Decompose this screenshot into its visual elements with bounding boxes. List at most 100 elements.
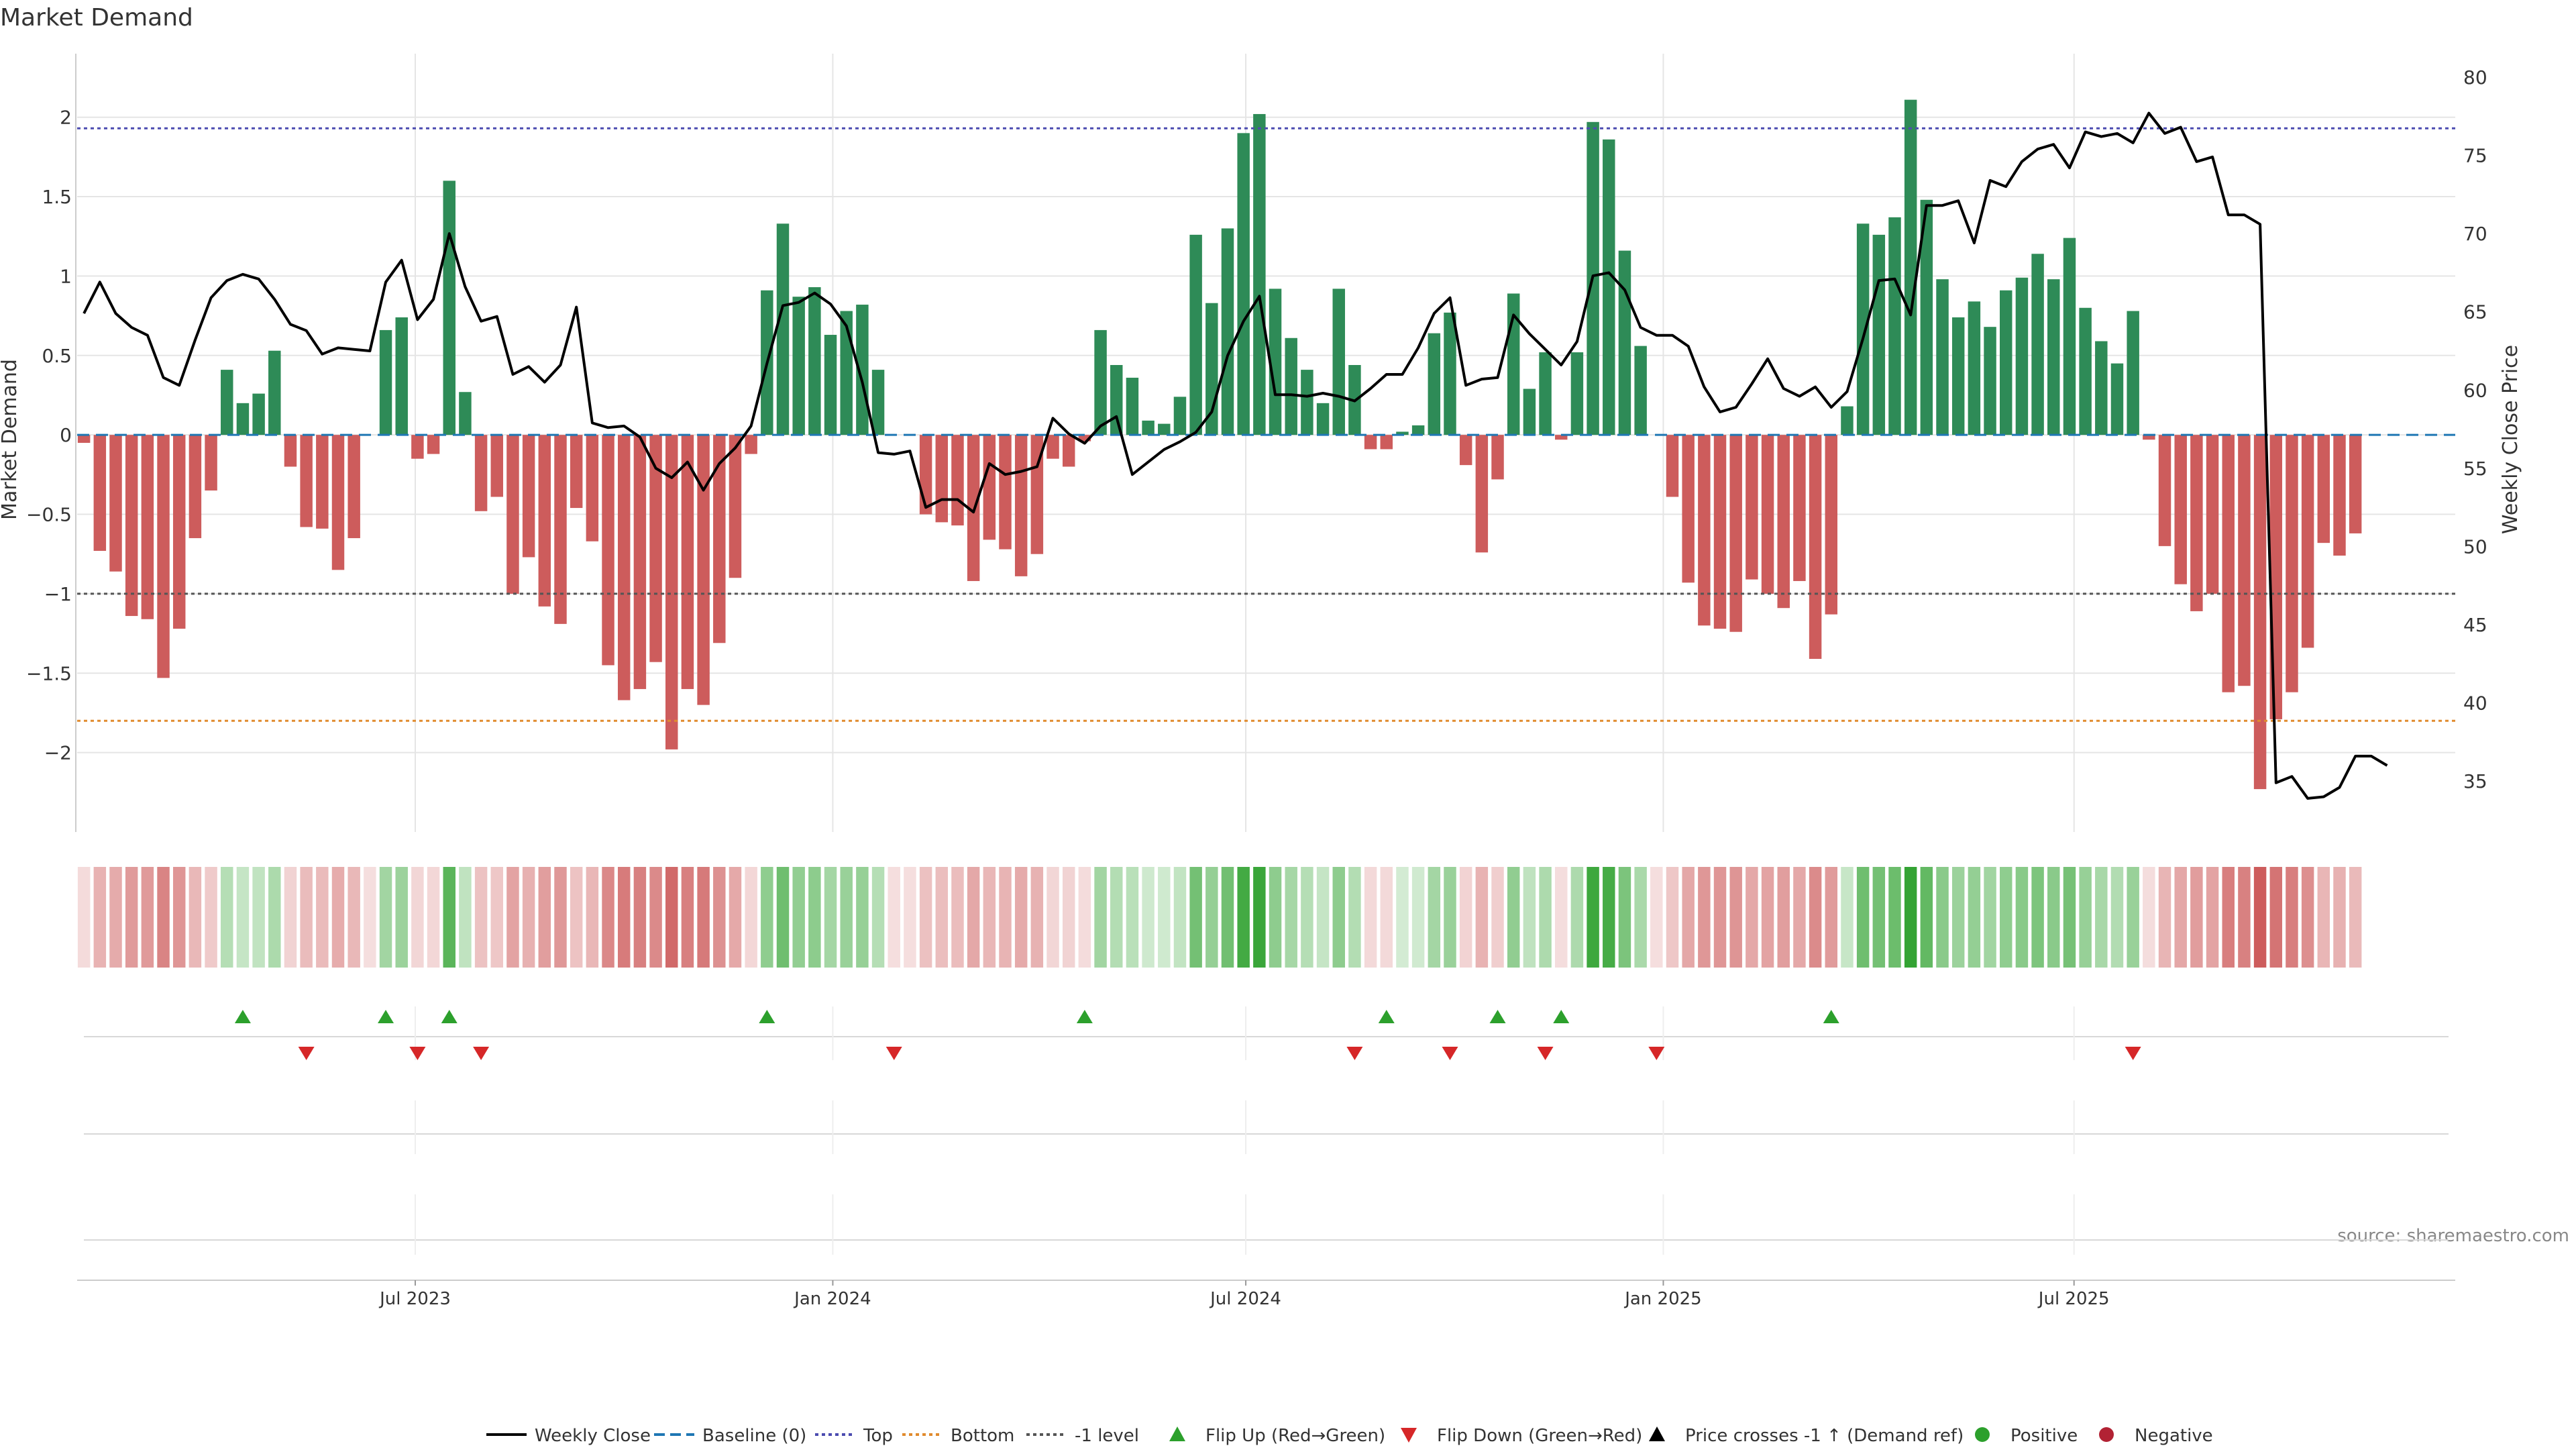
demand-bar [983, 435, 996, 540]
demand-bar [1411, 425, 1425, 435]
demand-bar [824, 335, 837, 435]
demand-bar [1555, 435, 1568, 440]
strip-cell [681, 867, 694, 968]
demand-bar [776, 223, 790, 435]
legend-item: Positive [1975, 1426, 2078, 1446]
demand-bar [2238, 435, 2251, 686]
demand-bar [331, 435, 345, 570]
strip-cell [459, 867, 472, 968]
reference-lines [77, 127, 2455, 722]
demand-bar [1570, 352, 1584, 435]
strip-cell [554, 867, 567, 968]
strip-cell [93, 867, 107, 968]
strip-cell [1984, 867, 1996, 968]
strip-cell [2222, 867, 2235, 968]
strip-cell [1713, 867, 1727, 968]
strip-cell [77, 867, 91, 968]
strip-cell [411, 867, 424, 968]
demand-bar [395, 317, 408, 435]
demand-bar [792, 297, 805, 435]
flip-up-marker [234, 1010, 251, 1023]
legend-label: Negative [2135, 1426, 2213, 1446]
demand-bar [1539, 352, 1552, 435]
demand-bar [649, 435, 662, 662]
legend-item: Negative [2099, 1426, 2213, 1446]
strip-cell [1555, 867, 1568, 968]
strip-cell [1904, 867, 1917, 968]
demand-bar [189, 435, 202, 539]
strip-cell [1158, 867, 1171, 968]
demand-bar [172, 435, 186, 629]
demand-bar [2000, 290, 2012, 435]
flip-down-marker [1648, 1047, 1665, 1060]
demand-bar [808, 287, 821, 435]
strip-cell [2206, 867, 2219, 968]
strip-cell [1332, 867, 1345, 968]
strip-cell [1682, 867, 1695, 968]
strip-cell [1014, 867, 1028, 968]
demand-bar [522, 435, 535, 558]
strip-cell [236, 867, 250, 968]
strip-cell [141, 867, 154, 968]
strip-cell [1825, 867, 1838, 968]
flip-up-marker [1489, 1010, 1506, 1023]
demand-bar [2127, 311, 2139, 435]
legend-label: Flip Down (Green→Red) [1437, 1426, 1642, 1446]
demand-bar [411, 435, 424, 459]
demand-bar [1158, 423, 1171, 435]
strip-cell [840, 867, 853, 968]
strip-cell [871, 867, 885, 968]
demand-bar [2333, 435, 2346, 556]
legend-label: Weekly Close [535, 1426, 651, 1446]
legend-item: -1 level [1026, 1426, 1139, 1446]
strip-cell [792, 867, 805, 968]
strip-cell [1285, 867, 1297, 968]
strip-cell [2063, 867, 2076, 968]
strip-cell [1078, 867, 1091, 968]
demand-bars [77, 99, 2362, 790]
demand-bar [125, 435, 138, 617]
lower-panels [77, 1006, 2455, 1281]
flip-down-marker [1346, 1047, 1363, 1060]
y2-tick-label: 65 [2463, 301, 2487, 323]
y2-tick-label: 50 [2463, 535, 2487, 558]
strip-cell [1729, 867, 1742, 968]
demand-bar [1030, 435, 1044, 554]
strip-cell [1173, 867, 1187, 968]
demand-bar [2158, 435, 2171, 546]
y2-axis-ticks: 80 75 70 65 60 55 50 45 40 35 [2463, 66, 2487, 792]
demand-bar [1951, 317, 1965, 435]
demand-bar [2253, 435, 2267, 790]
demand-bar [2301, 435, 2314, 648]
flip-down-marker [298, 1047, 315, 1060]
strip-cell [1920, 867, 1933, 968]
demand-bar [443, 180, 455, 435]
strip-cell [1428, 867, 1441, 968]
strip-cell [1951, 867, 1965, 968]
demand-bar [2349, 435, 2362, 533]
demand-bar [1872, 234, 1886, 435]
demand-bar [1205, 303, 1218, 435]
strip-cell [1221, 867, 1234, 968]
y-tick-label: 1 [60, 265, 72, 287]
demand-bar [1014, 435, 1028, 576]
flip-down-marker [1442, 1047, 1458, 1060]
strip-cell [1603, 867, 1615, 968]
strip-cell [522, 867, 535, 968]
demand-bar [2286, 435, 2298, 692]
strip-cell [364, 867, 376, 968]
demand-bar [2110, 363, 2124, 435]
demand-bar [1825, 435, 1838, 615]
price-line [83, 111, 2388, 800]
demand-bar [1904, 99, 1917, 435]
strip-cell [2158, 867, 2171, 968]
y2-tick-label: 40 [2463, 692, 2487, 715]
strip-cell [2269, 867, 2283, 968]
demand-bar [2063, 238, 2076, 435]
y-tick-label: −0.5 [26, 504, 72, 526]
strip-cell [729, 867, 742, 968]
demand-bar [1920, 199, 1933, 435]
strip-cell [1570, 867, 1584, 968]
demand-bar [633, 435, 647, 689]
